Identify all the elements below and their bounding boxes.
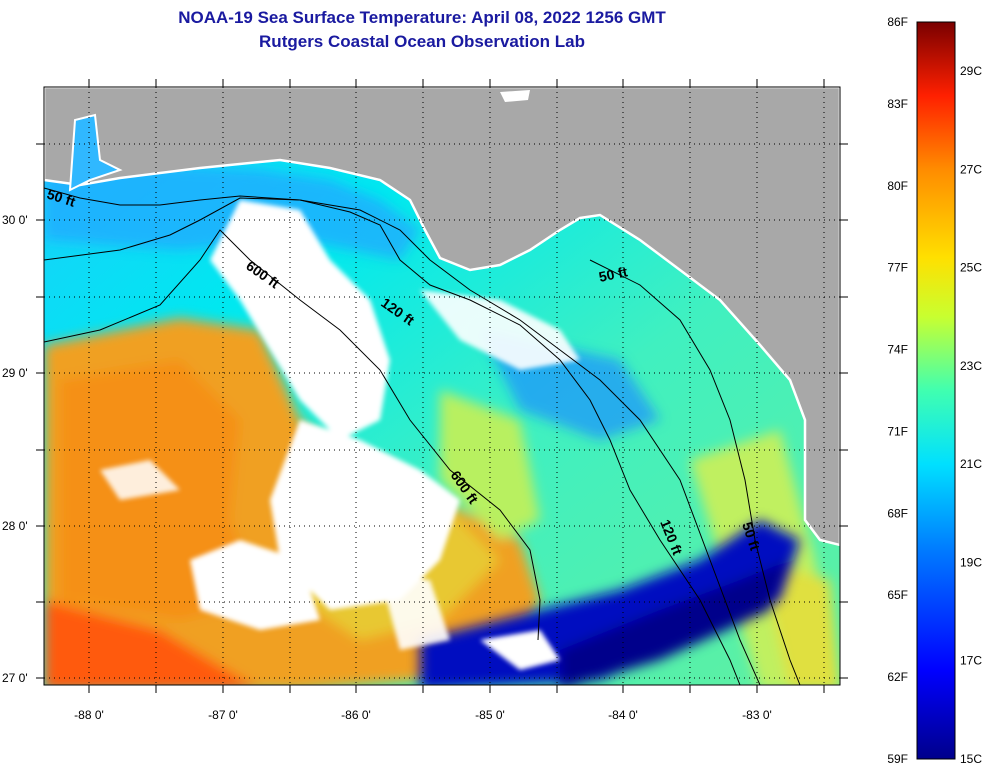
colorbar-c-label: 29C — [960, 64, 982, 78]
map-title: NOAA-19 Sea Surface Temperature: April 0… — [178, 8, 666, 27]
colorbar-fahrenheit-labels: 86F 83F 80F 77F 74F 71F 68F 65F 62F 59F — [887, 15, 908, 766]
longitude-label: -86 0' — [341, 708, 371, 722]
colorbar-c-label: 15C — [960, 752, 982, 766]
colorbar-celsius-labels: 29C 27C 25C 23C 21C 19C 17C 15C — [960, 64, 982, 766]
land-mass — [44, 87, 840, 547]
inland-cloud — [500, 90, 530, 102]
map-panel: 50 ft 600 ft 120 ft 50 ft 600 ft 120 ft … — [44, 87, 840, 685]
colorbar-f-label: 59F — [887, 752, 908, 766]
longitude-label: -83 0' — [742, 708, 772, 722]
colorbar-f-label: 83F — [887, 97, 908, 111]
colorbar-f-label: 65F — [887, 588, 908, 602]
latitude-labels: 30 0' 29 0' 28 0' 27 0' — [2, 213, 28, 685]
colorbar-f-label: 74F — [887, 343, 908, 357]
axis-ticks — [36, 79, 848, 693]
colorbar-c-label: 25C — [960, 261, 982, 275]
colorbar-f-label: 77F — [887, 261, 908, 275]
colorbar-c-label: 27C — [960, 162, 982, 176]
colorbar-f-label: 80F — [887, 179, 908, 193]
latitude-label: 30 0' — [2, 213, 28, 227]
colorbar-f-label: 86F — [887, 15, 908, 29]
map-frame — [43, 86, 841, 686]
colorbar-f-label: 71F — [887, 424, 908, 438]
colorbar — [916, 21, 956, 760]
latitude-label: 27 0' — [2, 671, 28, 685]
colorbar-c-label: 21C — [960, 457, 982, 471]
colorbar-c-label: 23C — [960, 359, 982, 373]
longitude-labels: -88 0' -87 0' -86 0' -85 0' -84 0' -83 0' — [74, 708, 772, 722]
longitude-label: -87 0' — [208, 708, 238, 722]
colorbar-c-label: 19C — [960, 555, 982, 569]
cloud-cover — [100, 200, 580, 670]
longitude-label: -88 0' — [74, 708, 104, 722]
colorbar-f-label: 62F — [887, 670, 908, 684]
colorbar-c-label: 17C — [960, 654, 982, 668]
mobile-bay — [68, 113, 123, 192]
longitude-label: -84 0' — [608, 708, 638, 722]
map-subtitle: Rutgers Coastal Ocean Observation Lab — [259, 32, 585, 51]
bathymetry-contours — [44, 187, 801, 685]
latitude-label: 29 0' — [2, 366, 28, 380]
latitude-label: 28 0' — [2, 519, 28, 533]
contour-label: 50 ft — [597, 263, 629, 285]
colorbar-f-label: 68F — [887, 506, 908, 520]
longitude-label: -85 0' — [475, 708, 505, 722]
